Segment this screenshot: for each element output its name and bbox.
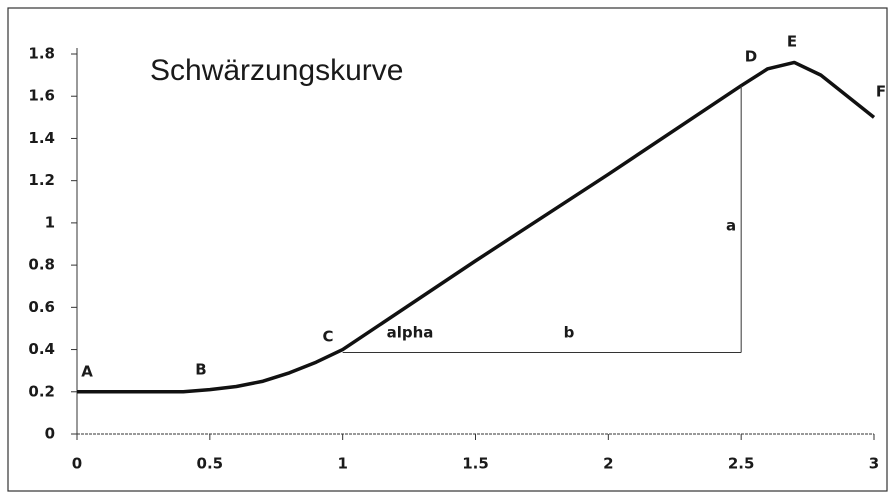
y-tick-label: 0.6	[28, 298, 55, 316]
x-tick-label: 2.5	[728, 455, 755, 473]
x-tick-label: 1	[337, 455, 347, 473]
chart-frame	[7, 7, 888, 492]
annotation: A	[81, 363, 93, 381]
annotation: a	[726, 217, 736, 235]
line-series	[77, 60, 876, 394]
y-tick-label: 0.4	[28, 340, 55, 358]
y-tick-label: 0.8	[28, 256, 55, 274]
y-tick-label: 0.2	[28, 382, 55, 400]
annotation: F	[876, 83, 886, 101]
y-tick-label: 1.4	[28, 129, 55, 147]
chart-title: Schwärzungskurve	[150, 54, 403, 87]
annotation: E	[787, 33, 797, 51]
x-tick-label: 0	[72, 455, 82, 473]
y-tick-label: 1.8	[28, 45, 55, 63]
annotation: B	[195, 361, 206, 379]
annotation: D	[745, 48, 757, 66]
y-tick-label: 0	[45, 425, 55, 443]
y-tick-label: 1.2	[28, 171, 55, 189]
x-tick-label: 0.5	[197, 455, 224, 473]
y-tick-label: 1.6	[28, 87, 55, 105]
annotation: C	[322, 328, 333, 346]
x-tick-label: 2	[603, 455, 613, 473]
annotation: alpha	[387, 324, 434, 342]
y-tick-label: 1	[45, 213, 55, 231]
x-tick-label: 1.5	[462, 455, 489, 473]
annotation: b	[564, 324, 575, 342]
x-tick-label: 3	[869, 455, 879, 473]
